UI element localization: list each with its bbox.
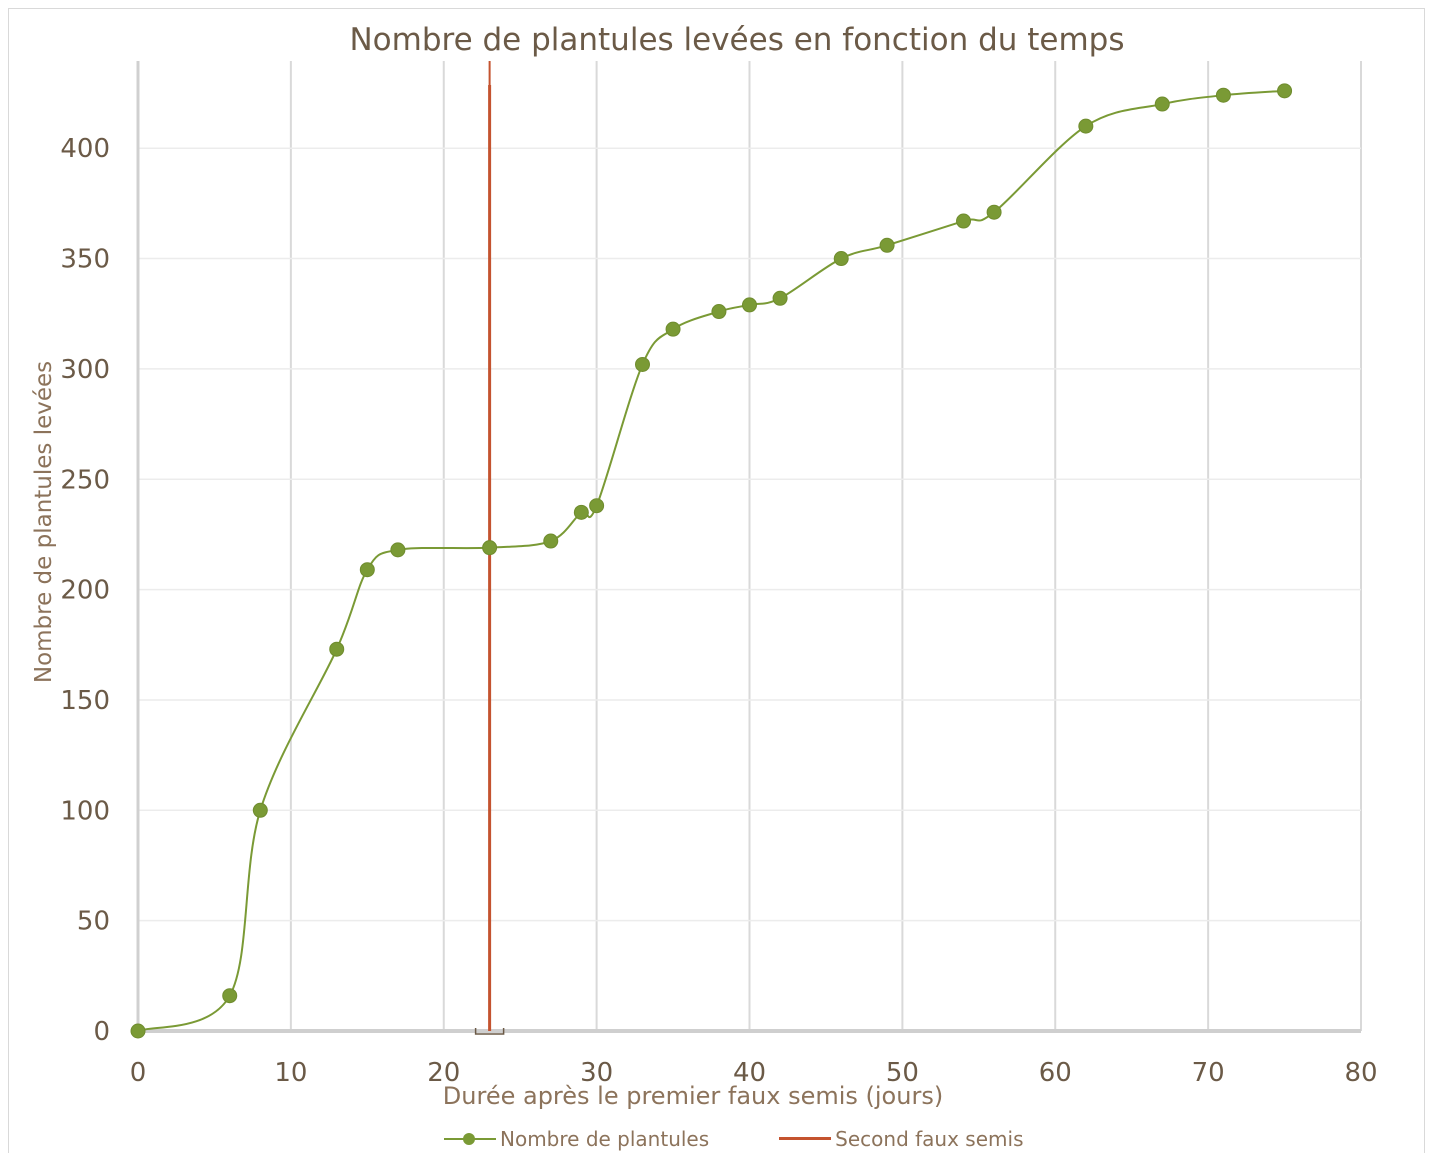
data-point: [772, 290, 788, 306]
data-point: [329, 641, 345, 657]
data-point: [634, 356, 650, 372]
data-point: [543, 533, 559, 549]
chart-title: Nombre de plantules levées en fonction d…: [349, 22, 1125, 58]
data-point: [252, 802, 268, 818]
chart-frame: [8, 8, 1425, 1153]
data-point: [1277, 83, 1293, 99]
y-tick-label: 250: [60, 465, 110, 495]
legend-label-plantules: Nombre de plantules: [500, 1127, 710, 1151]
data-point: [589, 498, 605, 514]
x-tick-label: 30: [580, 1058, 613, 1088]
data-point: [359, 562, 375, 578]
data-point: [986, 204, 1002, 220]
legend-item-second-faux-semis: Second faux semis: [779, 1127, 1023, 1151]
data-point: [1078, 118, 1094, 134]
legend-item-plantules: Nombre de plantules: [444, 1127, 709, 1151]
x-tick-label: 50: [886, 1058, 919, 1088]
legend: Nombre de plantules Second faux semis: [444, 1126, 1093, 1152]
data-point: [573, 504, 589, 520]
y-tick-label: 150: [60, 686, 110, 716]
grid: [138, 61, 1362, 1031]
data-point: [956, 213, 972, 229]
data-point: [1215, 87, 1231, 103]
x-tick-label: 60: [1039, 1058, 1072, 1088]
y-tick-label: 50: [77, 907, 110, 937]
x-axis-title: Durée après le premier faux semis (jours…: [442, 1082, 944, 1110]
y-tick-label: 100: [60, 796, 110, 826]
y-tick-label: 400: [60, 134, 110, 164]
y-tick-label: 300: [60, 355, 110, 385]
data-point: [833, 251, 849, 267]
data-point: [879, 237, 895, 253]
series-line-plantules: [137, 89, 1285, 1032]
series: [130, 61, 1293, 1039]
y-tick-label: 200: [60, 576, 110, 606]
x-tick-label: 0: [130, 1058, 147, 1088]
data-point: [711, 304, 727, 320]
x-tick-label: 70: [1192, 1058, 1225, 1088]
y-tick-label: 0: [93, 1017, 110, 1047]
legend-swatch-red-line: [779, 1133, 832, 1145]
error-bar-bracket: [474, 1028, 505, 1035]
y-axis-title: Nombre de plantules levées: [31, 360, 57, 684]
data-point: [390, 542, 406, 558]
legend-label-second-faux-semis: Second faux semis: [835, 1127, 1024, 1151]
axes: [136, 61, 1361, 1033]
data-point: [742, 297, 757, 313]
data-point: [482, 540, 498, 556]
data-point: [222, 988, 238, 1004]
data-point: [130, 1023, 146, 1039]
x-tick-label: 40: [733, 1058, 766, 1088]
y-tick-label: 350: [60, 245, 110, 275]
legend-swatch-line-marker: [444, 1133, 496, 1145]
x-tick-label: 80: [1344, 1058, 1377, 1088]
data-point: [665, 321, 681, 337]
x-tick-label: 10: [274, 1058, 307, 1088]
data-point: [1154, 96, 1170, 112]
tick-labels: 0 10 20 30 40 50 60 70 80 0 50 100 150 200 250 300 350 40…: [60, 134, 1377, 1088]
x-tick-label: 20: [427, 1058, 460, 1088]
